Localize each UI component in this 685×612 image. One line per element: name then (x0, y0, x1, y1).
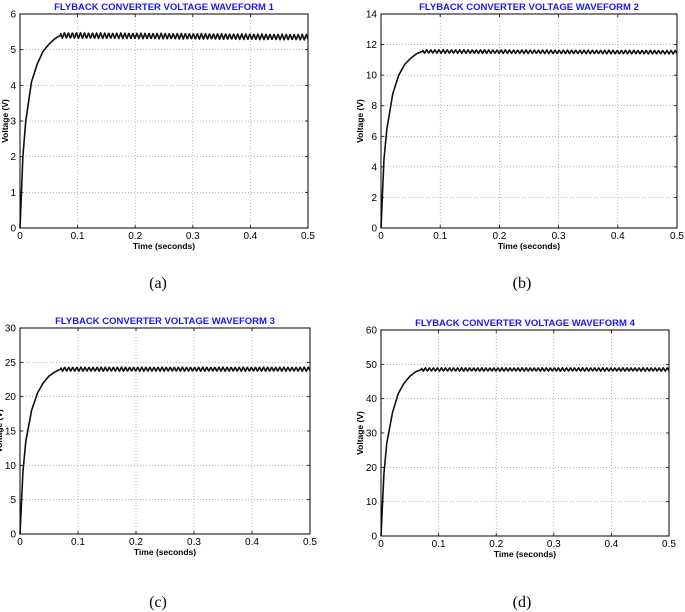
y-tick-label: 3 (10, 117, 16, 128)
x-tick-label: 0.4 (245, 537, 259, 548)
x-tick-label: 0.2 (492, 231, 506, 242)
y-tick-label: 0 (10, 224, 16, 235)
y-tick-label: 5 (10, 495, 16, 506)
x-tick-label: 0.2 (129, 537, 143, 548)
x-tick-label: 0.2 (128, 231, 142, 242)
y-tick-label: 6 (10, 10, 16, 21)
y-tick-label: 8 (371, 101, 377, 112)
y-tick-label: 4 (371, 162, 377, 173)
chart-title: FLYBACK CONVERTER VOLTAGE WAVEFORM 3 (55, 316, 275, 327)
x-tick-label: 0.4 (243, 231, 257, 242)
x-tick-label: 0 (17, 537, 23, 548)
y-axis-label: Voltage (V) (0, 409, 4, 453)
x-tick-label: 0 (378, 539, 384, 550)
y-tick-label: 0 (10, 530, 16, 541)
y-tick-label: 5 (10, 45, 16, 56)
x-axis-label: Time (seconds) (498, 241, 560, 251)
x-tick-label: 0.4 (604, 539, 618, 550)
chart-d: 0 0.1 0.2 0.3 0.4 0.5 0 10 20 30 40 50 60 FLYBACK CON… (355, 318, 676, 559)
x-tick-label: 0.3 (547, 539, 561, 550)
chart-b: 0 0.1 0.2 0.3 0.4 0.5 0 2 4 6 8 10 12 14 FLYBACK CONVE… (355, 2, 684, 251)
y-tick-label: 10 (366, 497, 378, 508)
chart-title: FLYBACK CONVERTER VOLTAGE WAVEFORM 2 (419, 2, 639, 13)
chart-a: 0 0.1 0.2 0.3 0.4 0.5 0 1 2 3 4 5 6 FLYBACK CONVERTER… (0, 2, 315, 251)
x-tick-label: 0.5 (301, 231, 315, 242)
x-tick-label: 0.5 (670, 231, 684, 242)
chart-title: FLYBACK CONVERTER VOLTAGE WAVEFORM 4 (415, 318, 635, 329)
y-tick-label: 1 (10, 188, 16, 199)
y-tick-label: 12 (366, 40, 378, 51)
x-tick-label: 0.1 (71, 231, 85, 242)
y-tick-label: 30 (5, 324, 17, 335)
y-tick-label: 40 (366, 394, 378, 405)
x-tick-label: 0.2 (489, 539, 503, 550)
voltage-series-line (19, 366, 311, 535)
y-axis-label: Voltage (V) (0, 99, 10, 143)
y-tick-label: 4 (10, 81, 16, 92)
x-tick-label: 0.1 (432, 539, 446, 550)
y-tick-label: 20 (366, 463, 378, 474)
plot-area (381, 14, 677, 228)
y-tick-label: 60 (366, 326, 378, 337)
y-tick-label: 2 (371, 193, 377, 204)
voltage-series-line (380, 366, 670, 537)
y-tick-label: 25 (5, 358, 17, 369)
y-tick-label: 10 (5, 461, 17, 472)
y-tick-label: 2 (10, 152, 16, 163)
x-axis-label: Time (seconds) (133, 241, 195, 251)
x-tick-label: 0.3 (187, 537, 201, 548)
x-tick-label: 0.4 (611, 231, 625, 242)
x-tick-label: 0.3 (552, 231, 566, 242)
panel-caption-a: (a) (149, 275, 167, 292)
y-axis-label: Voltage (V) (355, 99, 365, 143)
x-tick-label: 0.5 (303, 537, 317, 548)
x-tick-label: 0 (17, 231, 23, 242)
x-tick-label: 0.1 (433, 231, 447, 242)
y-tick-label: 50 (366, 360, 378, 371)
y-tick-label: 10 (366, 71, 378, 82)
axes-frame (380, 13, 678, 229)
panel-caption-b: (b) (512, 275, 532, 292)
y-tick-label: 0 (371, 532, 377, 543)
y-tick-label: 30 (366, 429, 378, 440)
x-tick-label: 0.1 (71, 537, 85, 548)
y-tick-label: 20 (5, 392, 17, 403)
y-axis-label: Voltage (V) (355, 411, 365, 455)
panel-caption-c: (c) (149, 594, 167, 611)
chart-title: FLYBACK CONVERTER VOLTAGE WAVEFORM 1 (54, 2, 274, 13)
voltage-series-line (380, 48, 678, 229)
x-tick-label: 0.3 (186, 231, 200, 242)
voltage-series-line (19, 31, 309, 229)
panel-caption-d: (d) (512, 594, 532, 611)
y-tick-label: 15 (5, 427, 17, 438)
x-tick-label: 0.5 (662, 539, 676, 550)
y-tick-label: 0 (371, 224, 377, 235)
x-axis-label: Time (seconds) (494, 549, 556, 559)
y-tick-label: 14 (366, 10, 378, 21)
x-axis-label: Time (seconds) (134, 547, 196, 557)
x-tick-label: 0 (378, 231, 384, 242)
chart-c: 0 0.1 0.2 0.3 0.4 0.5 0 5 10 15 20 25 30 FLYBACK CONV… (0, 316, 317, 557)
y-tick-label: 6 (371, 132, 377, 143)
